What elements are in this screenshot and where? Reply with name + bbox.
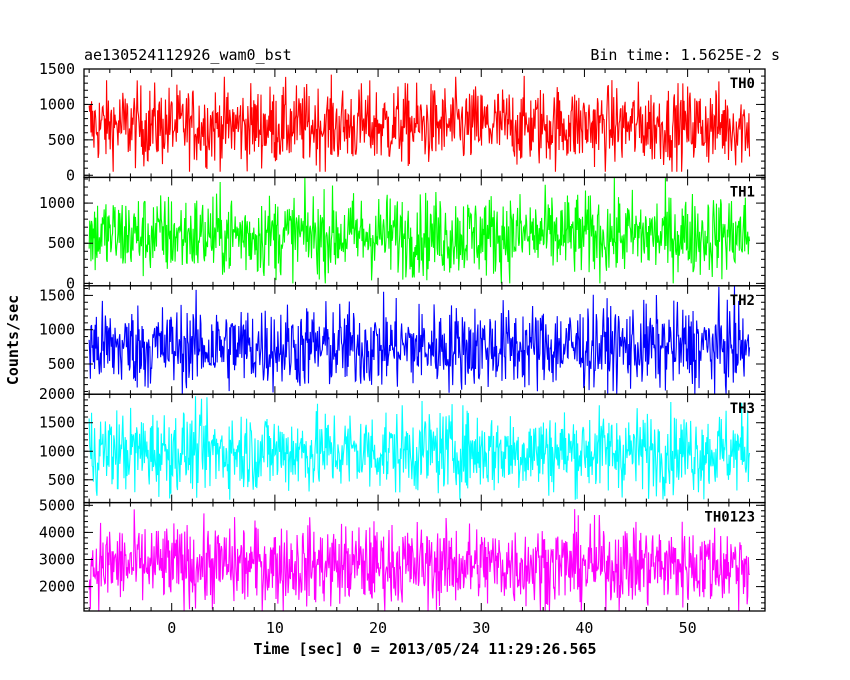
series-th3-line <box>88 396 751 500</box>
series-th3-label: TH3 <box>730 401 755 417</box>
series-th2-line <box>88 285 751 395</box>
y-tick-label: 1500 <box>39 60 75 78</box>
y-tick-label: 0 <box>66 166 75 184</box>
x-tick-label: 20 <box>369 619 387 637</box>
y-tick-label: 500 <box>48 471 75 489</box>
series-th2-label: TH2 <box>730 293 755 309</box>
y-tick-label: 2000 <box>39 578 75 596</box>
plot-title: ae130524112926_wam0_bst <box>84 46 292 64</box>
y-tick-label: 500 <box>48 234 75 252</box>
y-tick-label: 1000 <box>39 194 75 212</box>
y-tick-label: 1000 <box>39 442 75 460</box>
y-tick-label: 1500 <box>39 414 75 432</box>
series-th1-label: TH1 <box>730 184 755 200</box>
y-tick-label: 4000 <box>39 523 75 541</box>
x-tick-label: 0 <box>167 619 176 637</box>
y-tick-label: 1000 <box>39 321 75 339</box>
x-axis-title: Time [sec] 0 = 2013/05/24 11:29:26.565 <box>253 640 596 658</box>
y-tick-label: 5000 <box>39 496 75 514</box>
series-th0123-line <box>88 509 751 612</box>
y-tick-label: 3000 <box>39 551 75 569</box>
x-tick-label: 40 <box>575 619 593 637</box>
y-tick-label: 0 <box>66 274 75 292</box>
y-axis-title: Counts/sec <box>4 295 22 385</box>
y-tick-label: 500 <box>48 355 75 373</box>
x-tick-label: 30 <box>472 619 490 637</box>
series-th0-label: TH0 <box>730 76 755 92</box>
y-tick-label: 500 <box>48 131 75 149</box>
series-th1-line <box>88 177 751 284</box>
x-tick-label: 50 <box>679 619 697 637</box>
series-th0-line <box>88 74 751 172</box>
x-tick-label: 10 <box>266 619 284 637</box>
y-tick-label: 2000 <box>39 385 75 403</box>
bin-time-label: Bin time: 1.5625E-2 s <box>590 46 780 64</box>
series-th0123-label: TH0123 <box>704 510 755 526</box>
panel-th0123-frame <box>83 501 766 612</box>
y-tick-label: 1000 <box>39 95 75 113</box>
y-tick-label: 1500 <box>39 286 75 304</box>
